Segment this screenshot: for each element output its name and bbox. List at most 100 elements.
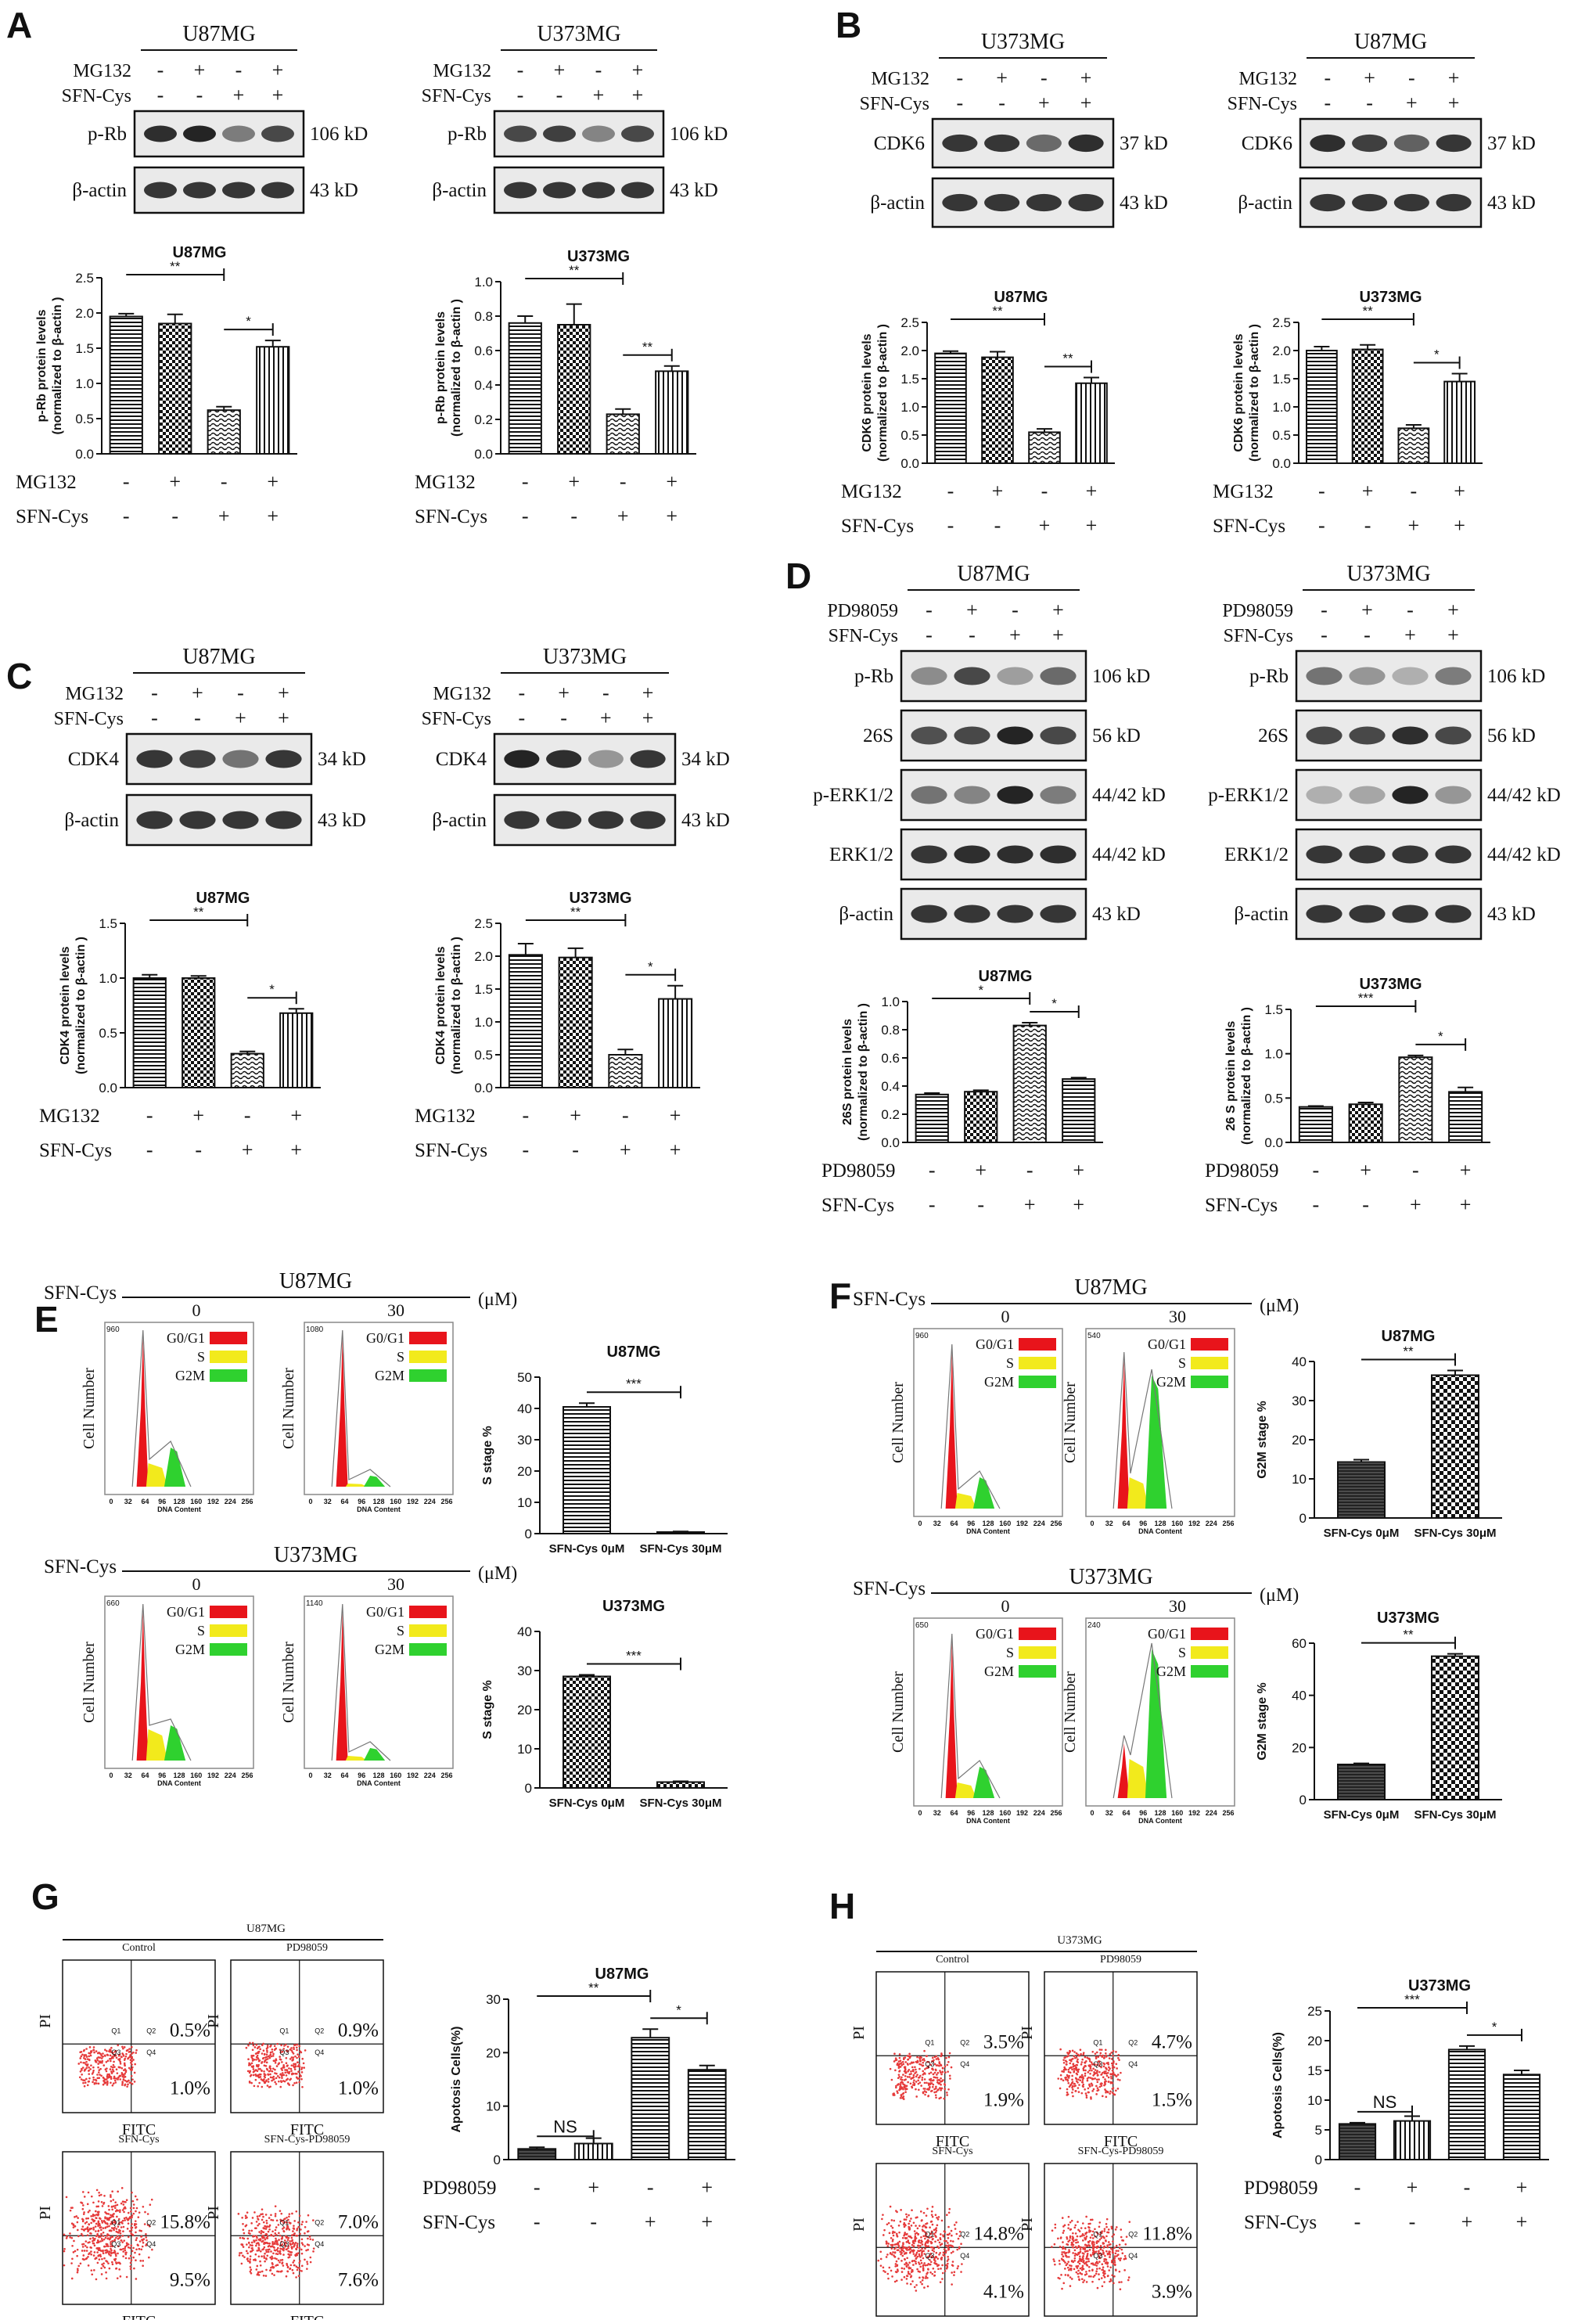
cell-dot	[1073, 2268, 1076, 2271]
cell-dot	[103, 2194, 106, 2197]
cell-dot	[286, 2077, 289, 2081]
cell-dot	[286, 2069, 289, 2072]
cell-dot	[257, 2063, 260, 2066]
protein-band	[183, 182, 216, 199]
treatment-sign: +	[632, 84, 644, 106]
treatment-sign: -	[622, 1104, 629, 1127]
cell-dot	[907, 2063, 909, 2066]
cell-dot	[897, 2257, 900, 2260]
cell-dot	[1098, 2267, 1101, 2270]
cell-dot	[268, 2086, 271, 2088]
cell-dot	[908, 2246, 911, 2249]
treatment-row-label: SFN-Cys	[821, 1195, 894, 1216]
cell-dot	[111, 2068, 114, 2071]
cell-dot	[274, 2062, 277, 2064]
cell-dot	[1116, 2074, 1120, 2076]
legend-swatch	[409, 1369, 447, 1382]
s-phase-region	[146, 1463, 168, 1487]
cell-dot	[141, 2239, 144, 2242]
cell-dot	[951, 2261, 954, 2263]
cell-dot	[268, 2243, 271, 2245]
cell-dot	[1118, 2059, 1120, 2061]
cell-dot	[118, 2059, 121, 2062]
cell-dot	[1106, 2275, 1109, 2278]
bar	[1351, 348, 1384, 464]
cell-dot	[1064, 2268, 1066, 2270]
cell-dot	[946, 2260, 949, 2262]
cell-dot	[124, 2246, 127, 2250]
cell-dot	[295, 2081, 298, 2084]
cell-dot	[904, 2091, 907, 2094]
cell-dot	[1068, 2268, 1070, 2271]
cell-dot	[932, 2267, 935, 2270]
cell-line-label: U373MG	[274, 1543, 358, 1567]
quadrant-label: Q2	[1128, 2039, 1138, 2047]
cell-dot	[925, 2232, 927, 2235]
cell-dot	[909, 2235, 911, 2239]
cell-dot	[131, 2200, 135, 2203]
cell-dot	[99, 2217, 102, 2220]
cell-dot	[88, 2223, 90, 2225]
cell-dot	[138, 2211, 141, 2214]
cell-dot	[1096, 2089, 1099, 2092]
cell-dot	[1119, 2079, 1121, 2081]
protein-band	[1306, 786, 1343, 804]
cell-dot	[117, 2235, 119, 2238]
cell-dot	[1117, 2257, 1120, 2260]
significance-label: *	[1492, 2020, 1497, 2034]
cell-dot	[933, 2059, 935, 2062]
cell-dot	[945, 2267, 948, 2270]
cell-dot	[269, 2076, 272, 2079]
cell-dot	[278, 2080, 280, 2083]
cell-dot	[947, 2070, 949, 2073]
cell-dot	[273, 2246, 275, 2249]
cell-dot	[1110, 2058, 1113, 2060]
cell-dot	[927, 2060, 930, 2063]
cell-dot	[927, 2066, 930, 2069]
protein-band	[582, 182, 615, 199]
protein-band	[1392, 845, 1429, 864]
cell-dot	[1077, 2221, 1079, 2223]
cell-dot	[268, 2228, 271, 2231]
cell-dot	[1086, 2264, 1089, 2267]
cell-dot	[933, 2275, 936, 2277]
cell-dot	[934, 2228, 937, 2231]
cell-dot	[1073, 2254, 1077, 2257]
cell-dot	[895, 2086, 897, 2089]
cell-dot	[290, 2073, 293, 2076]
cell-dot	[124, 2055, 128, 2058]
cell-dot	[95, 2214, 98, 2216]
cell-dot	[311, 2239, 315, 2241]
cell-dot	[271, 2272, 274, 2275]
cell-dot	[911, 2260, 914, 2263]
cell-dot	[1108, 2069, 1110, 2072]
cell-dot	[1073, 2259, 1076, 2262]
cell-dot	[257, 2246, 260, 2250]
cell-dot	[1062, 2255, 1065, 2257]
cell-dot	[273, 2243, 276, 2245]
y-axis-label: (normalized to β-actin )	[876, 324, 890, 462]
cell-dot	[300, 2068, 303, 2070]
cell-dot	[116, 2231, 119, 2234]
dose-label: 30	[1169, 1307, 1186, 1326]
cell-dot	[280, 2081, 283, 2084]
y-tick-label: 40	[517, 1401, 532, 1416]
cell-dot	[902, 2250, 905, 2253]
protein-band	[1436, 193, 1472, 212]
cell-dot	[918, 2081, 922, 2084]
significance-label: **	[588, 1980, 599, 1995]
dot-plot-title: Control	[122, 1942, 156, 1954]
bar	[1397, 427, 1430, 464]
cell-dot	[73, 2239, 75, 2243]
cell-dot	[90, 2250, 92, 2253]
cell-dot	[934, 2260, 936, 2262]
cell-dot	[100, 2219, 103, 2222]
cell-dot	[1069, 2228, 1073, 2231]
cell-dot	[918, 2241, 920, 2244]
cell-dot	[1102, 2252, 1105, 2254]
cell-dot	[92, 2240, 94, 2243]
cell-dot	[114, 2054, 117, 2056]
cell-dot	[252, 2068, 255, 2070]
cell-dot	[69, 2236, 71, 2239]
cell-dot	[914, 2239, 917, 2243]
